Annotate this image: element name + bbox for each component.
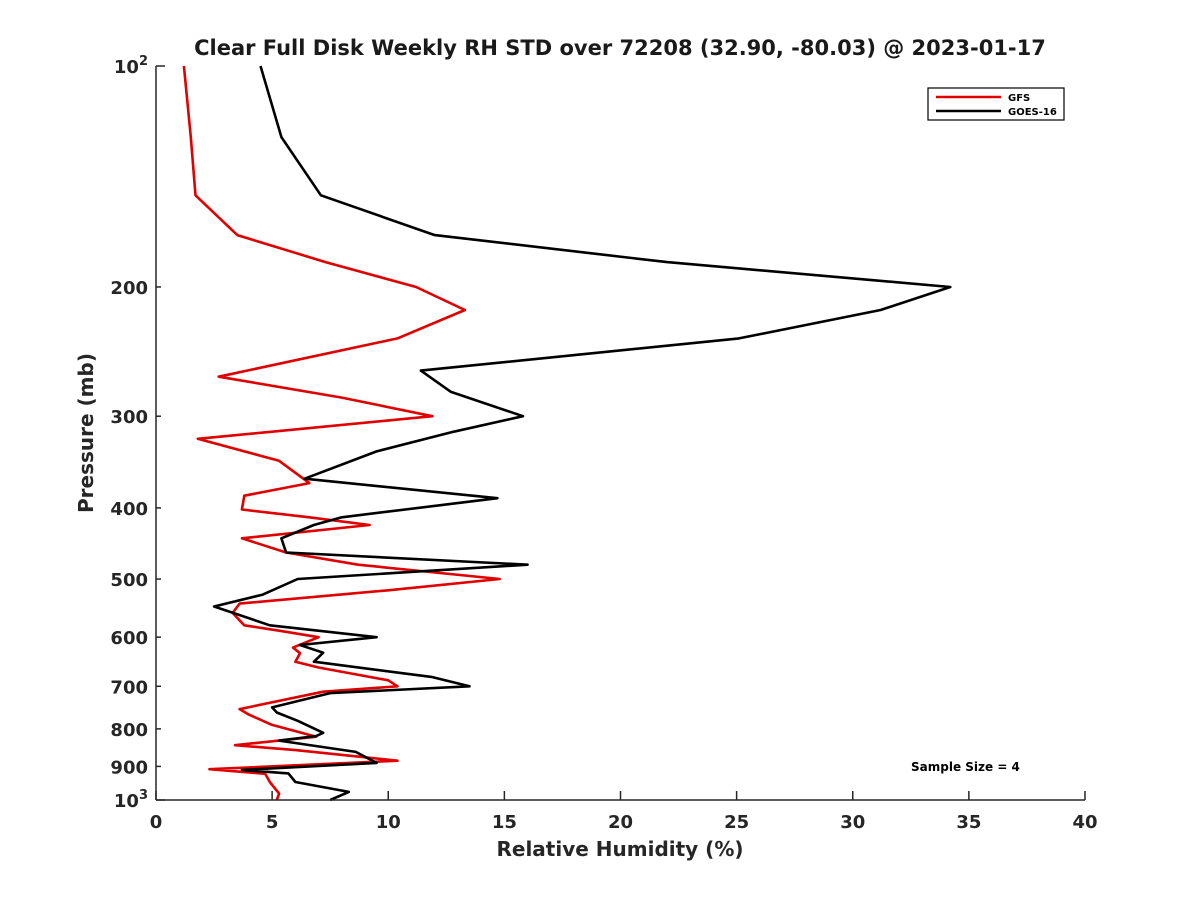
sample-size-annotation: Sample Size = 4	[911, 760, 1020, 774]
x-tick-label: 10	[376, 812, 401, 833]
legend-label-goes16: GOES-16	[1008, 107, 1057, 118]
y-tick-label: 200	[110, 278, 148, 299]
plot-background	[156, 66, 1085, 800]
axes: 0 5 10 15 20 25 30 35 40 102 200 300 400 500 600 700 800…	[110, 54, 1097, 833]
x-axis-label: Relative Humidity (%)	[496, 837, 743, 861]
legend-label-gfs: GFS	[1008, 93, 1030, 104]
x-tick-label: 30	[840, 812, 865, 833]
legend-box	[927, 87, 1065, 121]
y-axis-label: Pressure (mb)	[74, 353, 98, 513]
x-tick-label: 5	[266, 812, 279, 833]
x-tick-label: 15	[492, 812, 517, 833]
chart-title: Clear Full Disk Weekly RH STD over 72208…	[194, 36, 1046, 60]
y-tick-label: 103	[114, 788, 148, 812]
x-tick-label: 20	[608, 812, 633, 833]
y-tick-label: 900	[110, 757, 148, 778]
y-tick-label: 400	[110, 499, 148, 520]
y-tick-label: 700	[110, 677, 148, 698]
y-tick-label: 800	[110, 720, 148, 741]
x-tick-label: 40	[1072, 812, 1097, 833]
legend: GFS GOES-16	[927, 87, 1065, 121]
y-tick-label: 102	[114, 54, 148, 78]
x-tick-label: 0	[150, 812, 163, 833]
series-line-goes16	[212, 65, 952, 802]
y-tick-label: 600	[110, 628, 148, 649]
x-tick-label: 25	[724, 812, 749, 833]
x-tick-label: 35	[956, 812, 981, 833]
plot-area	[182, 65, 952, 802]
y-tick-label: 300	[110, 407, 148, 428]
y-tick-label: 500	[110, 570, 148, 591]
